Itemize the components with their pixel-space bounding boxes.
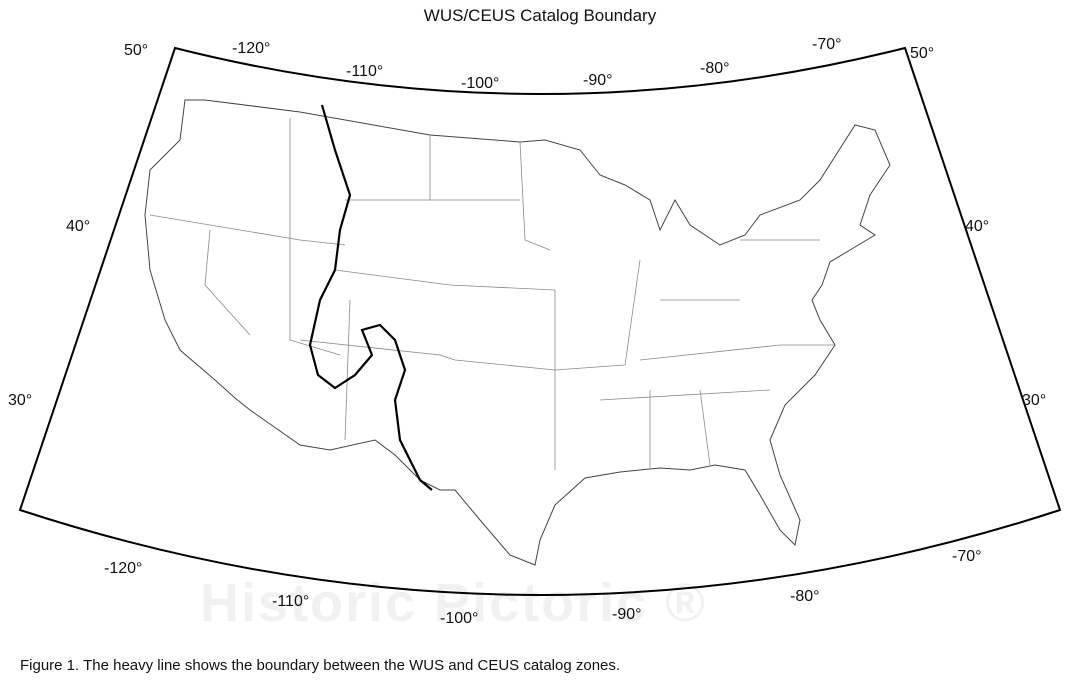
map-frame [18,46,1062,596]
lat-label-right-30: 30° [1022,392,1047,409]
map-title: WUS/CEUS Catalog Boundary [423,6,657,25]
wus-ceus-boundary-line [308,104,433,491]
lon-label-top-90: -90° [583,72,613,89]
lon-label-top-70: -70° [812,36,842,53]
lon-label-top-100: -100° [461,75,500,92]
us-outline [144,99,891,566]
lon-label-bottom-100: -100° [440,610,479,627]
lat-label-left-30: 30° [8,392,33,409]
watermark: Historic Pictoric ® [200,573,707,633]
lon-label-top-120: -120° [232,40,271,57]
lon-label-top-80: -80° [700,60,730,77]
lon-label-bottom-70: -70° [952,548,982,565]
lon-label-bottom-80: -80° [790,588,820,605]
lon-label-top-110: -110° [346,63,384,80]
lon-label-bottom-120: -120° [104,560,143,577]
lon-label-bottom-110: -110° [272,593,310,610]
lat-label-right-40: 40° [965,218,990,235]
lat-label-left-40: 40° [66,218,91,235]
lat-label-left-50: 50° [124,42,149,59]
figure-caption: Figure 1. The heavy line shows the bound… [20,657,621,674]
state-boundaries [149,118,835,470]
lon-label-bottom-90: -90° [612,606,642,623]
lat-label-right-50: 50° [910,45,935,62]
